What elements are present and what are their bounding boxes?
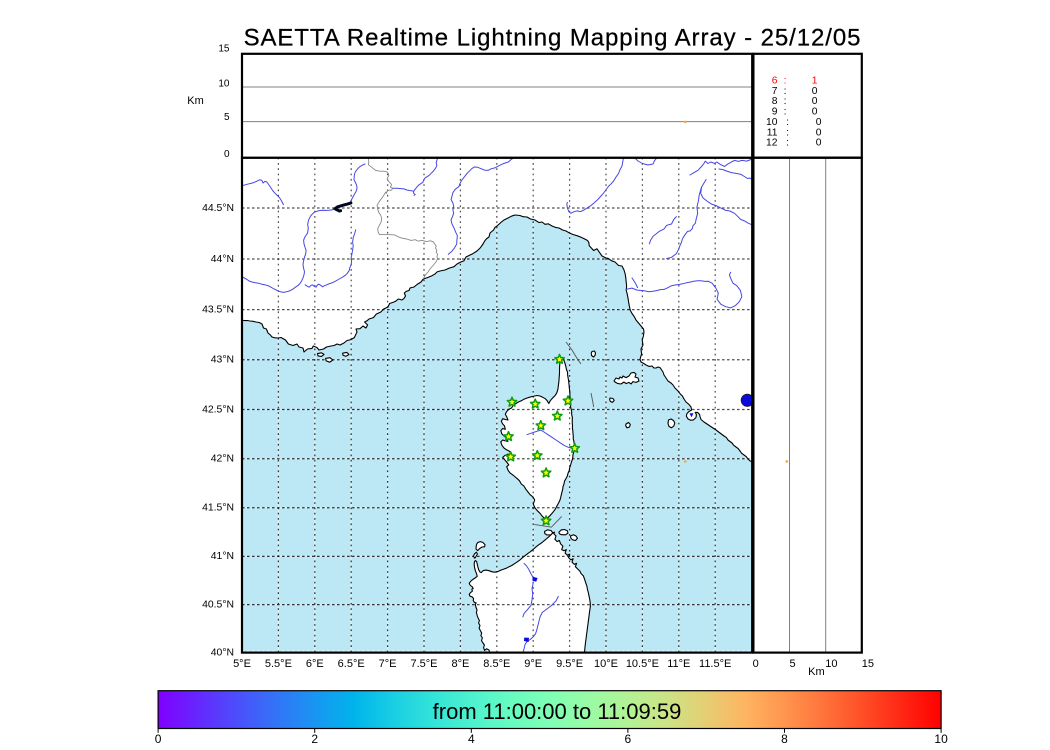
svg-text:0: 0 [224,149,230,160]
svg-text:10.5°E: 10.5°E [626,658,659,670]
svg-text:6: 6 [772,76,778,87]
svg-text::: : [784,107,787,118]
svg-text:0: 0 [816,117,822,128]
svg-text:9°E: 9°E [524,658,542,670]
svg-text:12: 12 [766,138,778,149]
svg-text:from 11:00:00 to 11:09:59: from 11:00:00 to 11:09:59 [433,699,682,724]
svg-text:11.5°E: 11.5°E [699,658,731,670]
svg-text:8: 8 [772,96,778,107]
svg-text:0: 0 [812,107,818,118]
svg-text:2: 2 [311,732,318,746]
svg-text:15: 15 [218,43,230,54]
svg-text:10: 10 [766,117,778,128]
svg-text:6°E: 6°E [306,658,324,670]
svg-text:41°N: 41°N [211,551,234,562]
svg-text:6.5°E: 6.5°E [338,658,365,670]
svg-text::: : [784,96,787,107]
svg-text:1: 1 [812,76,818,87]
svg-text:42°N: 42°N [211,454,234,465]
svg-text:44°N: 44°N [211,254,234,265]
svg-text:6: 6 [625,732,632,746]
svg-text:9.5°E: 9.5°E [556,658,583,670]
svg-text:10°E: 10°E [594,658,618,670]
svg-text:0: 0 [812,86,818,97]
svg-text:5: 5 [224,112,230,123]
svg-text:41.5°N: 41.5°N [202,503,234,514]
svg-text:8: 8 [781,732,788,746]
svg-text:0: 0 [155,732,162,746]
svg-text:0: 0 [816,138,822,149]
svg-text::: : [784,76,787,87]
svg-text::: : [786,127,789,138]
svg-text:4: 4 [468,732,475,746]
svg-text::: : [786,117,789,128]
svg-text:40°N: 40°N [211,647,234,658]
svg-text:44.5°N: 44.5°N [202,203,234,214]
svg-text:15: 15 [862,658,874,670]
svg-text:10: 10 [934,732,948,746]
svg-text:7: 7 [772,86,778,97]
svg-text:5: 5 [790,658,796,670]
svg-text:40.5°N: 40.5°N [202,599,234,610]
svg-text::: : [784,86,787,97]
svg-text:42.5°N: 42.5°N [202,404,234,415]
svg-text:43°N: 43°N [211,355,234,366]
svg-text:10: 10 [825,658,837,670]
svg-text:0: 0 [812,96,818,107]
svg-text:9: 9 [772,107,778,118]
svg-text:7°E: 7°E [379,658,397,670]
svg-text:Km: Km [808,666,825,678]
svg-text:7.5°E: 7.5°E [410,658,437,670]
svg-text:0: 0 [816,127,822,138]
svg-text:8.5°E: 8.5°E [483,658,510,670]
svg-text:SAETTA Realtime Lightning Mapp: SAETTA Realtime Lightning Mapping Array … [244,24,862,51]
svg-text:11: 11 [767,127,778,138]
svg-text:10: 10 [218,79,230,90]
svg-text:Km: Km [187,95,204,107]
svg-text::: : [786,138,789,149]
svg-text:5°E: 5°E [233,658,251,670]
svg-text:8°E: 8°E [451,658,469,670]
svg-text:5.5°E: 5.5°E [265,658,292,670]
svg-text:43.5°N: 43.5°N [202,304,234,315]
svg-text:0: 0 [753,658,759,670]
svg-text:11°E: 11°E [667,658,690,670]
